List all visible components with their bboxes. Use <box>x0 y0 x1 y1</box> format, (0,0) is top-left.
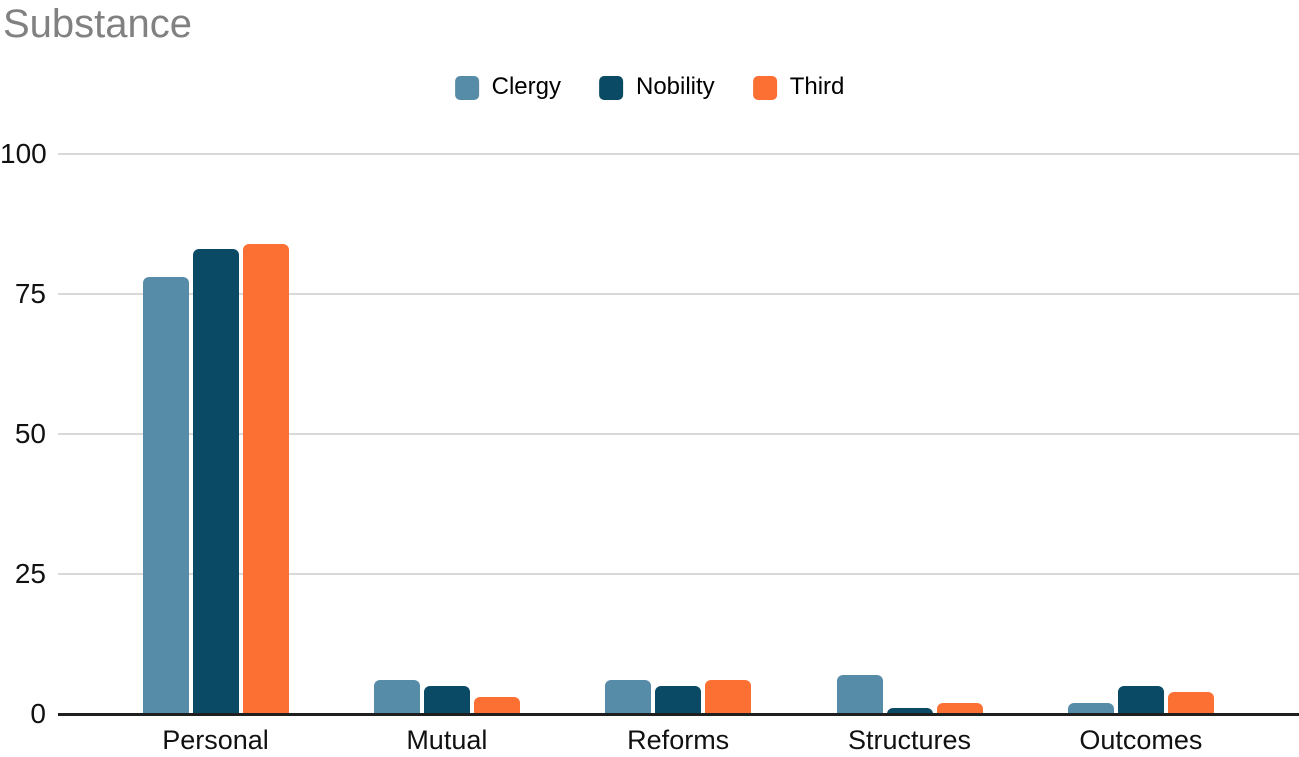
legend-swatch-nobility <box>598 76 623 100</box>
bar-third-reforms <box>705 680 751 714</box>
bar-nobility-mutual <box>424 686 470 714</box>
y-tick-label-25: 25 <box>14 558 46 589</box>
legend-label: Clergy <box>491 73 561 100</box>
legend-item-third: Third <box>752 73 845 101</box>
bar-clergy-personal <box>143 277 189 714</box>
legend-label: Third <box>789 73 845 100</box>
legend-item-clergy: Clergy <box>454 73 561 101</box>
y-tick-label-50: 50 <box>14 418 46 449</box>
y-tick-label-0: 0 <box>30 698 46 729</box>
bar-clergy-mutual <box>374 680 420 714</box>
x-label-outcomes: Outcomes <box>1079 725 1203 755</box>
legend-item-nobility: Nobility <box>598 73 715 101</box>
gridline-50 <box>58 433 1299 435</box>
legend-swatch-third <box>752 76 777 100</box>
legend-label: Nobility <box>635 73 715 100</box>
bar-nobility-reforms <box>655 686 701 714</box>
bar-third-structures <box>937 702 983 714</box>
y-tick-label-75: 75 <box>14 278 46 309</box>
bar-nobility-personal <box>193 249 239 714</box>
legend: Clergy Nobility Third <box>454 72 845 104</box>
gridline-25 <box>58 573 1299 575</box>
bar-third-outcomes <box>1168 691 1214 714</box>
gridline-75 <box>58 293 1299 295</box>
legend-swatch-clergy <box>454 76 479 100</box>
bar-clergy-outcomes <box>1068 702 1114 714</box>
bar-nobility-outcomes <box>1118 686 1164 714</box>
bar-nobility-structures <box>887 708 933 714</box>
y-tick-label-100: 100 <box>0 138 47 169</box>
x-label-personal: Personal <box>162 725 269 755</box>
x-label-reforms: Reforms <box>627 725 730 755</box>
bar-third-mutual <box>474 697 520 714</box>
x-label-mutual: Mutual <box>406 725 488 755</box>
gridline-100 <box>58 153 1299 155</box>
chart-title: Substance <box>3 2 193 46</box>
bar-clergy-reforms <box>605 680 651 714</box>
bar-third-personal <box>243 243 289 714</box>
x-label-structures: Structures <box>848 725 972 755</box>
x-axis-line <box>58 713 1299 716</box>
bar-clergy-structures <box>837 674 883 714</box>
